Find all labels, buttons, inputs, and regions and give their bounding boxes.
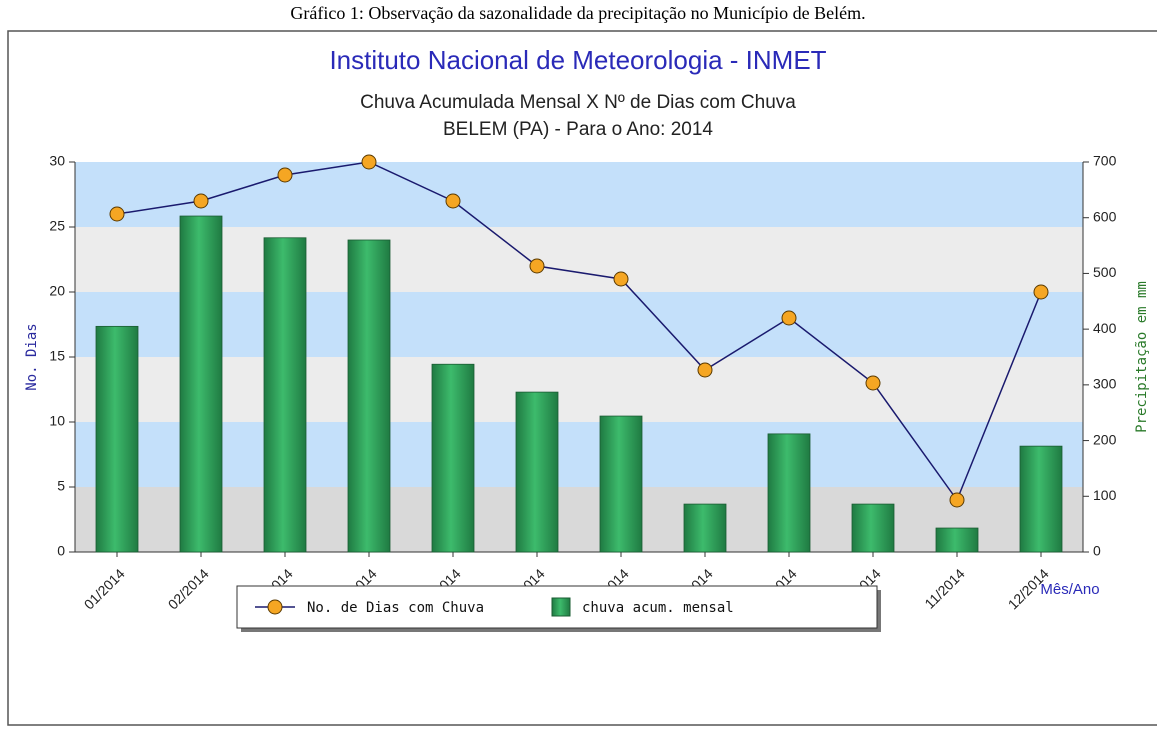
subtitle: Chuva Acumulada Mensal X Nº de Dias com … [360,92,796,113]
legend-label: No. de Dias com Chuva [307,600,484,616]
y-axis-label: No. Dias [24,323,40,390]
y-tick-label: 30 [49,153,65,169]
y-tick-label: 5 [57,478,65,494]
line-marker [781,310,797,326]
caption: Gráfico 1: Observação da sazonalidade da… [290,3,865,23]
line-marker [697,362,713,378]
subtitle: BELEM (PA) - Para o Ano: 2014 [443,119,713,140]
bar [851,503,895,553]
bar [263,237,307,553]
line [116,161,1042,502]
plot-band [75,162,1083,227]
bar [767,433,811,553]
y2-tick-label: 600 [1093,208,1117,224]
bar [935,527,979,553]
bar [683,503,727,553]
plot-band [75,227,1083,292]
legend-label: chuva acum. mensal [582,600,734,616]
bar [1019,445,1063,553]
y2-tick-label: 500 [1093,264,1117,280]
line-marker [1033,284,1049,300]
plot-band [75,292,1083,357]
line-marker [193,193,209,209]
chart-title: Instituto Nacional de Meteorologia - INM… [329,45,826,75]
bar [599,415,643,553]
y2-tick-label: 0 [1093,543,1101,559]
legend-swatch [551,597,571,617]
line-marker [529,258,545,274]
bar [179,215,223,553]
legend-marker [267,599,283,615]
line-marker [109,206,125,222]
line-marker [865,375,881,391]
y-tick-label: 15 [49,348,65,364]
line-marker [949,492,965,508]
line-marker [613,271,629,287]
x-axis-label: Mês/Ano [1040,581,1099,598]
line-marker [445,193,461,209]
y2-tick-label: 300 [1093,376,1117,392]
bar [515,391,559,553]
bar [431,363,475,553]
y2-tick-label: 700 [1093,153,1117,169]
y2-tick-label: 400 [1093,320,1117,336]
y2-axis-label: Precipitação em mm [1134,281,1150,433]
line-marker [277,167,293,183]
y-tick-label: 20 [49,283,65,299]
y-tick-label: 10 [49,413,65,429]
y2-tick-label: 100 [1093,487,1117,503]
bar [347,239,391,553]
plot-band [75,357,1083,422]
y-tick-label: 0 [57,543,65,559]
bar [95,325,139,553]
plot-band [75,422,1083,487]
y2-tick-label: 200 [1093,431,1117,447]
y-tick-label: 25 [49,218,65,234]
line-marker [361,154,377,170]
plot-band [75,487,1083,552]
